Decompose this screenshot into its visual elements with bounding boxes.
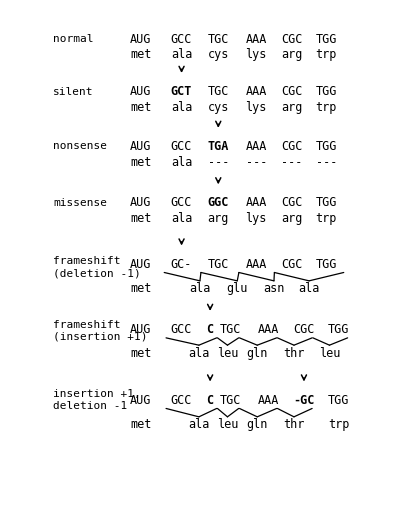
Text: trp: trp bbox=[316, 101, 337, 113]
Text: GCC: GCC bbox=[171, 394, 192, 406]
Text: AAA: AAA bbox=[246, 140, 267, 153]
Text: nonsense: nonsense bbox=[53, 141, 107, 152]
Text: lys: lys bbox=[246, 101, 267, 113]
Text: TGC: TGC bbox=[208, 85, 229, 98]
Text: TGG: TGG bbox=[316, 258, 337, 270]
Text: cys: cys bbox=[208, 49, 229, 61]
Text: -GC: -GC bbox=[293, 394, 315, 406]
Text: (insertion +1): (insertion +1) bbox=[53, 332, 148, 342]
Text: gln: gln bbox=[246, 418, 268, 431]
Text: TGG: TGG bbox=[316, 85, 337, 98]
Text: ala: ala bbox=[189, 282, 211, 295]
Text: leu: leu bbox=[217, 418, 238, 431]
Text: TGG: TGG bbox=[328, 323, 349, 336]
Text: arg: arg bbox=[208, 212, 229, 225]
Text: silent: silent bbox=[53, 86, 93, 97]
Text: CGC: CGC bbox=[281, 85, 302, 98]
Text: CGC: CGC bbox=[281, 197, 302, 209]
Text: AAA: AAA bbox=[258, 323, 279, 336]
Text: met: met bbox=[130, 101, 151, 113]
Text: GCC: GCC bbox=[171, 197, 192, 209]
Text: leu: leu bbox=[319, 347, 340, 359]
Text: ---: --- bbox=[246, 156, 267, 168]
Text: TGC: TGC bbox=[220, 394, 241, 406]
Text: (deletion -1): (deletion -1) bbox=[53, 268, 141, 278]
Text: lys: lys bbox=[246, 212, 267, 225]
Text: CGC: CGC bbox=[281, 258, 302, 270]
Text: GGC: GGC bbox=[208, 197, 229, 209]
Text: AAA: AAA bbox=[246, 197, 267, 209]
Text: TGC: TGC bbox=[208, 258, 229, 270]
Text: leu: leu bbox=[217, 347, 238, 359]
Text: GCT: GCT bbox=[171, 85, 192, 98]
Text: AUG: AUG bbox=[130, 323, 151, 336]
Text: ---: --- bbox=[316, 156, 337, 168]
Text: met: met bbox=[130, 156, 151, 168]
Text: trp: trp bbox=[316, 49, 337, 61]
Text: arg: arg bbox=[281, 101, 302, 113]
Text: thr: thr bbox=[283, 347, 305, 359]
Text: missense: missense bbox=[53, 198, 107, 208]
Text: trp: trp bbox=[316, 212, 337, 225]
Text: C: C bbox=[206, 394, 214, 406]
Text: arg: arg bbox=[281, 49, 302, 61]
Text: CGC: CGC bbox=[293, 323, 315, 336]
Text: frameshift: frameshift bbox=[53, 256, 120, 267]
Text: trp: trp bbox=[328, 418, 349, 431]
Text: AAA: AAA bbox=[246, 258, 267, 270]
Text: ala: ala bbox=[171, 49, 192, 61]
Text: TGC: TGC bbox=[220, 323, 241, 336]
Text: ala: ala bbox=[298, 282, 320, 295]
Text: met: met bbox=[130, 49, 151, 61]
Text: TGG: TGG bbox=[328, 394, 349, 406]
Text: gln: gln bbox=[246, 347, 268, 359]
Text: C: C bbox=[206, 323, 214, 336]
Text: AUG: AUG bbox=[130, 33, 151, 46]
Text: arg: arg bbox=[281, 212, 302, 225]
Text: deletion -1: deletion -1 bbox=[53, 401, 127, 411]
Text: ala: ala bbox=[171, 101, 192, 113]
Text: cys: cys bbox=[208, 101, 229, 113]
Text: TGA: TGA bbox=[208, 140, 229, 153]
Text: TGC: TGC bbox=[208, 33, 229, 46]
Text: ---: --- bbox=[281, 156, 302, 168]
Text: asn: asn bbox=[263, 282, 285, 295]
Text: ala: ala bbox=[188, 418, 210, 431]
Text: AUG: AUG bbox=[130, 394, 151, 406]
Text: TGG: TGG bbox=[316, 197, 337, 209]
Text: AUG: AUG bbox=[130, 140, 151, 153]
Text: TGG: TGG bbox=[316, 33, 337, 46]
Text: ---: --- bbox=[208, 156, 229, 168]
Text: ala: ala bbox=[188, 347, 210, 359]
Text: AUG: AUG bbox=[130, 85, 151, 98]
Text: CGC: CGC bbox=[281, 33, 302, 46]
Text: lys: lys bbox=[246, 49, 267, 61]
Text: ala: ala bbox=[171, 156, 192, 168]
Text: met: met bbox=[130, 282, 151, 295]
Text: AUG: AUG bbox=[130, 197, 151, 209]
Text: thr: thr bbox=[283, 418, 305, 431]
Text: glu: glu bbox=[226, 282, 248, 295]
Text: met: met bbox=[130, 347, 151, 359]
Text: AAA: AAA bbox=[246, 85, 267, 98]
Text: CGC: CGC bbox=[281, 140, 302, 153]
Text: ala: ala bbox=[171, 212, 192, 225]
Text: met: met bbox=[130, 212, 151, 225]
Text: frameshift: frameshift bbox=[53, 320, 120, 331]
Text: met: met bbox=[130, 418, 151, 431]
Text: insertion +1,: insertion +1, bbox=[53, 389, 141, 400]
Text: TGG: TGG bbox=[316, 140, 337, 153]
Text: normal: normal bbox=[53, 34, 93, 44]
Text: GCC: GCC bbox=[171, 33, 192, 46]
Text: GC-: GC- bbox=[171, 258, 192, 270]
Text: AUG: AUG bbox=[130, 258, 151, 270]
Text: GCC: GCC bbox=[171, 323, 192, 336]
Text: AAA: AAA bbox=[246, 33, 267, 46]
Text: AAA: AAA bbox=[258, 394, 279, 406]
Text: GCC: GCC bbox=[171, 140, 192, 153]
